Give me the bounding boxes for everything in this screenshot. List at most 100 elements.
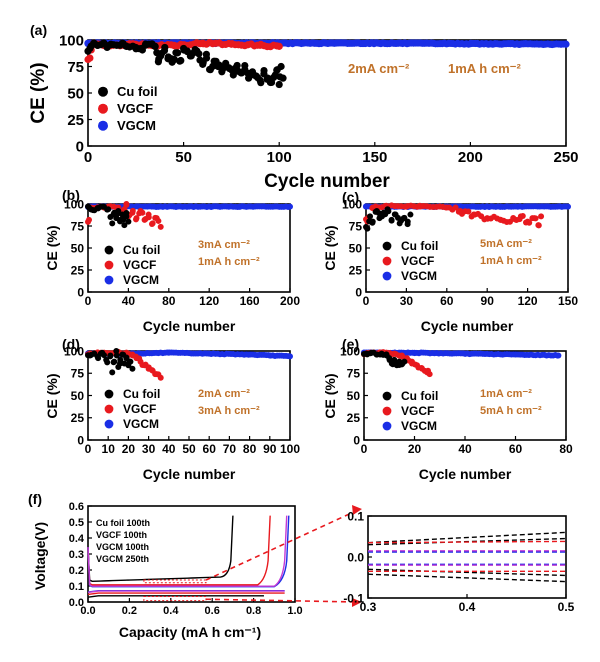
x-tick-label: 0.4 [163, 605, 179, 617]
data-point [84, 55, 92, 64]
zoom-connector [205, 598, 359, 603]
data-point [241, 62, 249, 70]
x-axis-title: Cycle number [143, 318, 236, 334]
x-tick-label: 0.4 [459, 600, 476, 614]
y-tick-label: 50 [71, 389, 85, 403]
series-vgcm-250th [87, 515, 288, 594]
legend-label: Cu foil [401, 389, 438, 403]
y-tick-label: 0.0 [347, 550, 364, 564]
legend-label: VGCM [401, 269, 437, 283]
y-tick-label: 0.5 [69, 517, 84, 529]
y-tick-label: 0 [77, 433, 84, 447]
condition-label: 5mA h cm⁻² [480, 405, 542, 417]
legend-marker [104, 389, 114, 399]
panel-e: 0 20 40 60 80 0 25 50 75 100(e) CE (%) Cycle number… [322, 336, 573, 482]
voltage-curve [87, 592, 285, 596]
condition-label: 1mA h cm⁻² [448, 61, 522, 76]
data-point [139, 209, 146, 216]
x-tick-label: 40 [458, 442, 472, 456]
y-tick-label: 0.0 [69, 597, 84, 609]
series-vgcm-250th [368, 550, 566, 566]
x-tick-label: 150 [558, 294, 578, 308]
panel-c: 0 30 60 90 120 150 0 25 50 75 100(c) CE (%) Cycle nu… [322, 189, 578, 334]
y-tick-label: 0 [355, 285, 362, 299]
legend-label: VGCM 100th [96, 542, 149, 552]
data-point [369, 219, 376, 226]
y-tick-label: 0 [76, 138, 84, 155]
legend-label: Cu foil [117, 84, 157, 99]
data-point [273, 66, 281, 74]
panel-f-inset: 0.3 0.4 0.5 -0.1 0.0 0.1 [343, 509, 574, 614]
data-point [109, 369, 116, 376]
condition-label: 1mA h cm⁻² [480, 255, 542, 267]
y-axis-title: CE (%) [44, 225, 60, 270]
data-point [113, 352, 120, 359]
data-point [149, 367, 155, 374]
x-tick-label: 30 [142, 442, 156, 456]
legend-label: VGCF [123, 258, 156, 272]
voltage-curve [87, 515, 271, 586]
data-point [554, 352, 561, 359]
data-point [183, 47, 191, 55]
x-tick-label: 50 [175, 149, 192, 166]
data-point [538, 213, 545, 220]
data-point [121, 222, 128, 229]
x-axis-title: Capacity (mA h cm⁻¹) [119, 624, 261, 640]
x-tick-label: 0.0 [80, 605, 95, 617]
x-axis-title: Cycle number [421, 318, 514, 334]
x-tick-label: 250 [553, 149, 578, 166]
series-cu-foil [85, 348, 136, 376]
condition-label: 1mA h cm⁻² [198, 256, 260, 268]
x-tick-label: 80 [243, 442, 257, 456]
legend-label: VGCF [117, 101, 153, 116]
y-axis-title: CE (%) [44, 373, 60, 418]
x-tick-label: 1.0 [287, 605, 302, 617]
legend-marker [104, 260, 114, 270]
y-tick-label: 0.1 [347, 509, 364, 523]
x-tick-label: 70 [223, 442, 237, 456]
data-point [123, 209, 130, 216]
zoom-box [143, 596, 207, 602]
y-tick-label: 75 [347, 367, 361, 381]
x-tick-label: 0.8 [246, 605, 261, 617]
data-point [273, 42, 281, 50]
legend-label: VGCM [123, 273, 159, 287]
plot-frame [367, 515, 567, 599]
condition-label: 1mA cm⁻² [480, 388, 532, 400]
y-tick-label: 75 [349, 219, 363, 233]
data-point [104, 206, 111, 213]
x-tick-label: 200 [458, 149, 483, 166]
x-tick-label: 90 [263, 442, 277, 456]
data-point [260, 66, 268, 75]
data-point [126, 358, 133, 365]
y-axis-title: CE (%) [28, 62, 49, 123]
x-tick-label: 80 [559, 442, 573, 456]
y-tick-label: 0 [77, 285, 84, 299]
y-tick-label: 100 [64, 197, 84, 211]
data-point [109, 220, 116, 227]
data-point [526, 219, 533, 226]
data-point [285, 353, 292, 360]
y-tick-label: 0 [353, 433, 360, 447]
data-point [125, 218, 132, 225]
data-point [129, 207, 136, 214]
data-point [425, 367, 431, 374]
voltage-curve [87, 515, 234, 582]
data-point [465, 208, 472, 215]
legend-label: VGCF [401, 254, 434, 268]
condition-label: 2mA cm⁻² [348, 61, 410, 76]
data-point [161, 43, 169, 52]
y-tick-label: 0.2 [69, 565, 84, 577]
legend-label: VGCM 250th [96, 554, 149, 564]
data-point [193, 47, 201, 55]
y-tick-label: 50 [71, 241, 85, 255]
data-point [136, 355, 143, 362]
legend-marker [382, 241, 392, 251]
series-cu-foil [84, 39, 287, 89]
condition-label: 3mA h cm⁻² [198, 405, 260, 417]
data-point [563, 203, 570, 210]
legend-marker [104, 404, 114, 414]
legend-marker [382, 406, 392, 416]
data-point [145, 214, 152, 221]
